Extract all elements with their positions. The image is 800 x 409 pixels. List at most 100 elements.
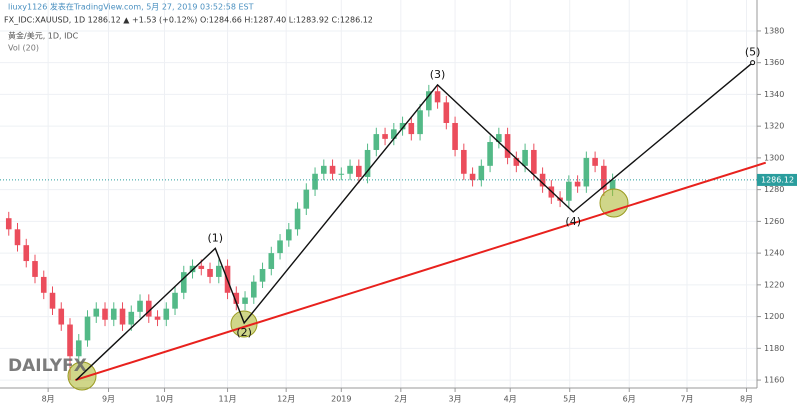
candle-body bbox=[373, 134, 380, 150]
wave-label: (2) bbox=[236, 326, 252, 339]
last-price-box bbox=[757, 173, 797, 186]
candle-body bbox=[478, 165, 485, 181]
x-tick-label: 7月 bbox=[680, 395, 693, 404]
candle-body bbox=[347, 165, 353, 174]
candle-body bbox=[443, 102, 450, 123]
trendline bbox=[74, 161, 767, 382]
candle-body bbox=[504, 134, 511, 158]
candle-body bbox=[417, 110, 423, 135]
candle-body bbox=[382, 134, 388, 139]
candle-body bbox=[408, 122, 415, 135]
candle-body bbox=[321, 165, 327, 174]
y-tick-label: 1220 bbox=[764, 280, 784, 289]
candle-body bbox=[93, 308, 100, 317]
candle-body bbox=[102, 308, 108, 320]
candle-body bbox=[426, 91, 432, 111]
candle-body bbox=[329, 165, 336, 174]
candle-body bbox=[277, 240, 283, 254]
candle-body bbox=[207, 268, 213, 277]
candle-body bbox=[23, 245, 30, 262]
y-tick-label: 1260 bbox=[764, 217, 784, 226]
candle-body bbox=[154, 316, 161, 320]
candle-body bbox=[531, 149, 537, 174]
highlight-circle bbox=[599, 188, 629, 218]
candle-body bbox=[583, 157, 590, 187]
candle-body bbox=[5, 218, 12, 230]
candle-body bbox=[172, 292, 178, 309]
y-tick-label: 1240 bbox=[764, 249, 784, 258]
y-tick-label: 1280 bbox=[764, 185, 784, 194]
x-tick-label: 5月 bbox=[563, 395, 576, 404]
x-tick-label: 12月 bbox=[277, 395, 295, 404]
candle-body bbox=[110, 308, 117, 320]
y-tick-label: 1180 bbox=[764, 344, 784, 353]
candle-body bbox=[391, 129, 397, 139]
wave-label: (5) bbox=[745, 46, 761, 59]
wave-end bbox=[750, 60, 756, 66]
highlight-circle bbox=[67, 361, 97, 391]
candle-body bbox=[40, 276, 47, 293]
wave-label: (4) bbox=[565, 215, 581, 228]
candle-body bbox=[233, 292, 240, 304]
last-price-label: 1286.12 bbox=[761, 175, 794, 184]
candle-body bbox=[522, 149, 528, 166]
y-tick-label: 1380 bbox=[764, 26, 784, 35]
candle-body bbox=[268, 253, 275, 269]
candle-body bbox=[539, 173, 546, 187]
y-tick-label: 1320 bbox=[764, 122, 784, 131]
candle-body bbox=[338, 173, 345, 175]
candle-body bbox=[574, 181, 581, 187]
header: liuxy1126 发表在TradingView.com, 5月 27, 201… bbox=[8, 2, 254, 12]
y-tick-label: 1200 bbox=[764, 312, 784, 321]
wave-label: (3) bbox=[430, 68, 446, 81]
x-tick-label: 2019 bbox=[331, 395, 351, 404]
candle-body bbox=[496, 134, 502, 143]
x-tick-label: 8月 bbox=[740, 395, 753, 404]
candle-body bbox=[609, 179, 616, 190]
candle-body bbox=[513, 157, 520, 166]
candle-body bbox=[180, 272, 187, 293]
candle-body bbox=[461, 149, 467, 174]
wave-line bbox=[75, 62, 754, 381]
candle-body bbox=[469, 173, 476, 181]
x-tick-label: 6月 bbox=[623, 395, 636, 404]
y-tick-label: 1340 bbox=[764, 90, 784, 99]
candle-body bbox=[242, 297, 248, 304]
candle-body bbox=[312, 173, 318, 190]
wave-label: (1) bbox=[207, 231, 223, 244]
candle-body bbox=[14, 229, 21, 246]
y-tick-label: 1300 bbox=[764, 153, 784, 162]
candle-body bbox=[434, 91, 441, 103]
candle-body bbox=[75, 340, 82, 357]
candle-body bbox=[364, 149, 371, 177]
candle-body bbox=[49, 292, 56, 309]
candle-body bbox=[250, 281, 257, 298]
x-tick-label: 8月 bbox=[42, 395, 55, 404]
x-tick-label: 3月 bbox=[449, 395, 462, 404]
candle-body bbox=[487, 142, 493, 166]
candle-body bbox=[145, 300, 152, 317]
candle-body bbox=[58, 308, 65, 325]
candle-body bbox=[303, 189, 310, 209]
x-tick-label: 4月 bbox=[504, 395, 517, 404]
candle-body bbox=[356, 165, 362, 177]
candle-body bbox=[32, 261, 38, 277]
candle-body bbox=[592, 157, 598, 166]
x-tick-label: 10月 bbox=[155, 395, 173, 404]
candle-body bbox=[399, 122, 406, 130]
y-tick-label: 1360 bbox=[764, 58, 784, 67]
candle-body bbox=[84, 316, 91, 341]
candle-body bbox=[128, 311, 135, 325]
candle-body bbox=[215, 265, 222, 277]
plot bbox=[0, 0, 757, 388]
indicator: Vol (20) bbox=[8, 44, 39, 53]
subtitle: 黄金/美元, 1D, IDC bbox=[8, 31, 79, 41]
y-tick-label: 1160 bbox=[764, 376, 784, 385]
x-tick-label: 2月 bbox=[394, 395, 407, 404]
candle-body bbox=[294, 208, 301, 230]
candle-body bbox=[566, 181, 572, 201]
candle-body bbox=[285, 229, 292, 241]
candle-body bbox=[198, 265, 205, 269]
candle-body bbox=[163, 308, 170, 320]
